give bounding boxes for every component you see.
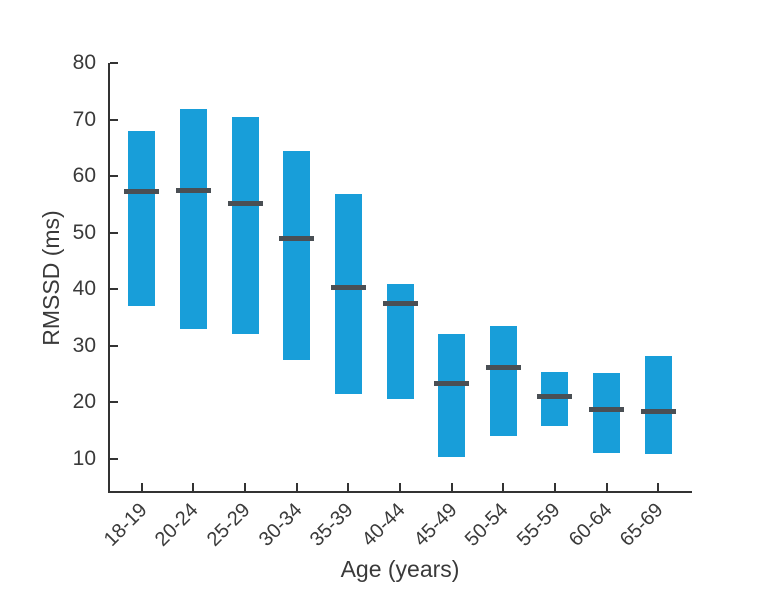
x-tick [192,483,195,491]
x-tick-label: 60-64 [564,499,617,551]
median-line [330,284,366,290]
range-bar [179,109,207,329]
x-tick [244,483,247,491]
x-tick-label: 45-49 [409,499,462,551]
median-line [434,380,470,386]
range-bar [438,334,466,458]
y-tick-label: 70 [72,107,96,131]
y-tick [110,175,118,178]
x-tick [657,483,660,491]
range-bar [128,130,156,307]
y-tick [110,118,118,121]
median-line [485,365,521,371]
x-tick-label: 50-54 [461,499,513,551]
y-tick [110,401,118,404]
x-axis-label: Age (years) [340,556,460,582]
x-tick [140,483,143,491]
range-bar [334,194,362,394]
y-tick [110,231,118,234]
range-bar [593,372,621,454]
x-tick [399,483,401,491]
x-tick [502,483,505,491]
x-tick-label: 65-69 [616,499,668,551]
x-tick-label: 25-29 [202,499,255,551]
median-line [537,393,573,399]
y-tick-label: 40 [72,277,96,301]
range-bar [489,326,517,437]
y-tick [110,457,118,460]
median-line [279,235,315,241]
x-tick-label: 18-19 [99,499,152,551]
x-tick [450,483,453,491]
y-tick-label: 50 [72,220,96,244]
x-tick [295,483,298,491]
x-tick-label: 20-24 [151,499,203,551]
range-bar [283,150,311,360]
y-tick-label: 10 [72,446,96,470]
y-tick-label: 30 [72,333,96,357]
x-tick-label: 55-59 [512,499,565,551]
y-tick [110,62,118,64]
y-tick-label: 80 [72,51,96,74]
x-tick-label: 35-39 [306,499,358,551]
median-line [124,189,160,195]
y-tick [110,288,118,291]
plot-area [108,62,692,493]
y-tick-label: 20 [72,390,96,414]
median-line [175,187,211,193]
x-tick [347,483,350,491]
median-line [589,407,625,413]
x-tick-label: 40-44 [357,499,410,551]
range-bar [644,355,672,455]
median-line [382,300,418,306]
y-tick [110,344,118,347]
range-bar [541,371,569,426]
x-tick [605,483,608,491]
x-tick-label: 30-34 [254,499,307,551]
range-bar [231,117,259,335]
median-line [640,408,676,414]
x-tick [553,483,556,491]
median-line [227,200,263,206]
y-tick-label: 60 [72,164,96,188]
